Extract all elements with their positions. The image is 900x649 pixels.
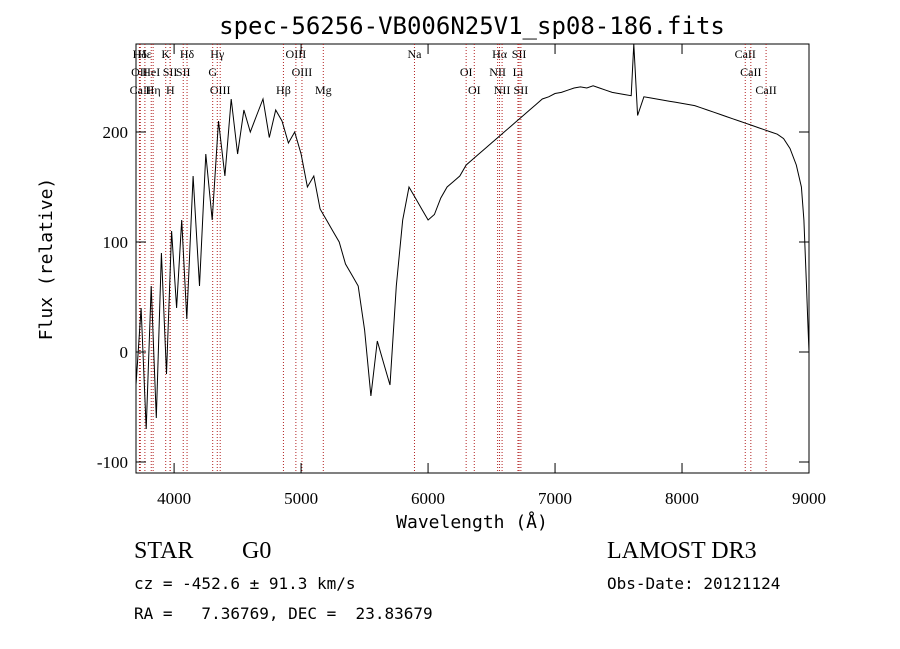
x-tick-label: 6000 [411, 489, 445, 508]
spectral-line-label: HeI [142, 65, 160, 79]
spectral-line-label: G [208, 65, 217, 79]
coordinates: RA = 7.36769, DEC = 23.83679 [134, 604, 433, 623]
spectral-line-label: H [166, 83, 175, 97]
spectral-line-label: CaII [755, 83, 776, 97]
spectral-line-label: OI [460, 65, 473, 79]
spectral-line-label: Na [407, 47, 422, 61]
spectral-line-label: CaII [130, 83, 151, 97]
spectral-line-label: Hδ [180, 47, 195, 61]
x-tick-label: 4000 [157, 489, 191, 508]
spectral-line-label: CaII [735, 47, 756, 61]
observation-date: Obs-Date: 20121124 [607, 574, 781, 593]
spectral-line-label: Hβ [276, 83, 291, 97]
y-tick-label: 200 [103, 123, 129, 142]
spectral-line-label: Hα [492, 47, 508, 61]
redshift-velocity: cz = -452.6 ± 91.3 km/s [134, 574, 356, 593]
spectral-line-label: OIII [210, 83, 231, 97]
spectral-line-label: OIII [292, 65, 313, 79]
y-tick-label: -100 [97, 453, 128, 472]
survey-name: LAMOST DR3 [607, 538, 757, 564]
x-tick-label: 7000 [538, 489, 572, 508]
spectral-line-label: SII [514, 83, 529, 97]
y-tick-label: 100 [103, 233, 129, 252]
plot-frame [135, 43, 810, 474]
spectral-line-label: Li [513, 65, 524, 79]
y-tick-label: 0 [120, 343, 129, 362]
spectral-line-label: K [161, 47, 170, 61]
spectral-line-label: NII [494, 83, 511, 97]
spectral-line-label: CaII [740, 65, 761, 79]
spectral-line-label: Hη [146, 83, 161, 97]
spectral-line-markers: HδOIICaIIHεHeIHηKSIIHHδSIIOIIIHγGHβOIIIO… [130, 44, 777, 473]
spectrum-line [135, 43, 810, 430]
spectral-line-label: Mg [315, 83, 332, 97]
axis-ticks: 4000 5000 6000 7000 8000 9000 -100 0 100 200 [97, 44, 826, 508]
spectral-line-label: Hγ [210, 47, 225, 61]
spectral-line-label: Hε [138, 47, 152, 61]
x-tick-label: 8000 [665, 489, 699, 508]
object-subclass: G0 [242, 538, 272, 564]
spectrum-series [135, 43, 810, 430]
y-axis-label: Flux (relative) [36, 178, 57, 341]
chart-title: spec-56256-VB006N25V1_sp08-186.fits [219, 12, 725, 40]
x-tick-label: 5000 [284, 489, 318, 508]
spectral-line-label: OII [131, 65, 148, 79]
spectral-line-label: NII [489, 65, 506, 79]
x-axis-label: Wavelength (Å) [396, 511, 548, 533]
spectral-line-label: SII [176, 65, 191, 79]
spectral-line-label: OIII [286, 47, 307, 61]
x-tick-label: 9000 [792, 489, 826, 508]
spectral-line-label: OI [468, 83, 481, 97]
spectral-line-label: SII [512, 47, 527, 61]
object-class: STAR [134, 538, 194, 564]
